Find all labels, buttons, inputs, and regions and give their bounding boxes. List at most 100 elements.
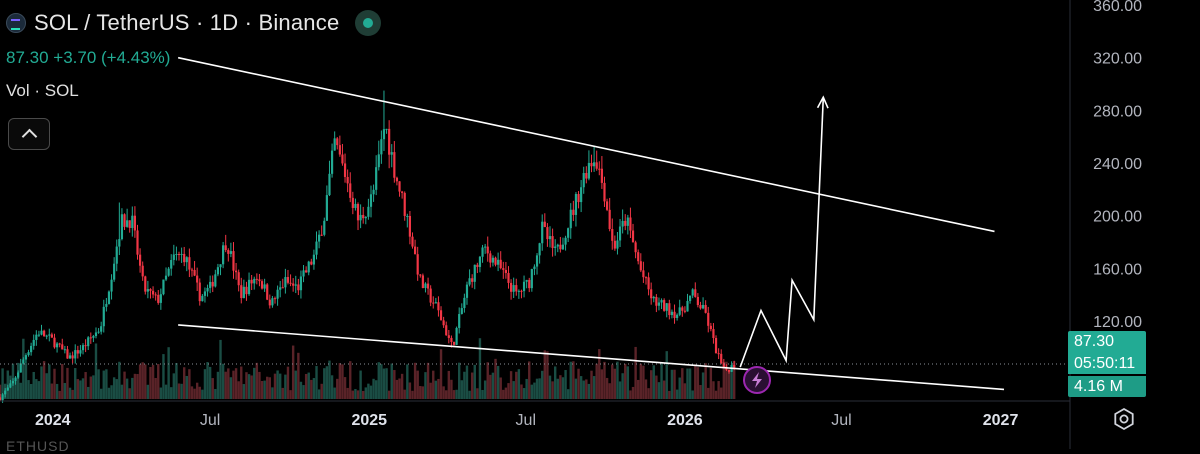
trendline[interactable] [178, 324, 1005, 391]
candle-body [136, 230, 139, 255]
candle-body [242, 286, 245, 299]
candle-body [30, 345, 33, 353]
volume-bar [631, 386, 635, 399]
volume-bar [281, 387, 284, 399]
volume-bar [515, 371, 518, 399]
volume-bar [362, 390, 365, 399]
volume-bar [221, 363, 225, 399]
volume-bar [530, 384, 534, 399]
candle-body [548, 236, 552, 240]
chevron-up-icon[interactable] [8, 118, 50, 150]
candle-body [515, 285, 518, 292]
volume-bar [195, 382, 199, 399]
volume-bar [19, 382, 22, 399]
volume-bar [525, 378, 528, 399]
volume-bar [385, 368, 388, 399]
volume-bar [133, 373, 137, 399]
volume-bar [491, 372, 495, 399]
volume-bar [634, 346, 637, 399]
candle-body [9, 383, 12, 388]
settings-icon[interactable] [1112, 407, 1136, 431]
volume-bar [55, 383, 59, 399]
volume-bar [603, 361, 606, 399]
volume-bar [53, 368, 56, 399]
volume-bar [175, 362, 178, 399]
candle-body [582, 173, 585, 188]
candle-body [403, 192, 406, 216]
projection-path[interactable] [739, 97, 825, 368]
y-tick-label: 360.00 [1093, 0, 1142, 15]
candle-body [307, 261, 310, 273]
volume-bar [349, 361, 352, 399]
candle-body [149, 289, 152, 291]
volume-bar [328, 360, 331, 399]
candle-body [616, 240, 619, 249]
volume-bar [94, 343, 98, 399]
volume-bar [559, 375, 562, 399]
candle-body [175, 253, 178, 255]
candle-body [203, 291, 207, 296]
volume-bar [556, 378, 559, 399]
candle-body [58, 343, 61, 345]
candle-body [717, 353, 720, 355]
volume-bar [201, 389, 204, 399]
market-open-icon[interactable] [355, 10, 382, 36]
volume-bar [657, 382, 661, 399]
volume-bar [528, 361, 531, 399]
volume-bar [595, 363, 598, 399]
candle-body [538, 243, 541, 256]
candle-body [359, 214, 362, 221]
symbol-title[interactable]: SOL / TetherUS · 1D · Binance [34, 10, 340, 35]
candle-body [159, 294, 162, 303]
volume-bar [585, 379, 588, 399]
candle-body [268, 299, 271, 306]
volume-bar [637, 379, 640, 399]
volume-bar [37, 381, 41, 399]
candle-body [481, 247, 484, 257]
candle-body [284, 277, 287, 288]
candle-body [707, 312, 710, 326]
volume-bar [403, 389, 406, 399]
volume-bar [234, 368, 238, 399]
volume-bar [675, 389, 679, 399]
candle-body [6, 387, 9, 391]
volume-bar [333, 387, 336, 399]
volume-bar [618, 381, 622, 399]
volume-bar [624, 363, 627, 399]
volume-bar [115, 379, 118, 399]
volume-bar [699, 385, 702, 399]
candle-body [14, 377, 17, 382]
candle-body [89, 337, 92, 339]
volume-bar [696, 367, 700, 399]
volume-bar [494, 358, 497, 399]
trendline[interactable] [177, 56, 995, 233]
volume-bar [310, 379, 313, 399]
candle-body [211, 281, 214, 287]
candle-body [66, 349, 69, 359]
volume-bar [66, 367, 69, 399]
candle-body [621, 220, 624, 227]
y-tick-label: 280.00 [1093, 103, 1142, 120]
volume-bar [712, 381, 715, 399]
candle-body [509, 282, 513, 292]
volume-bar [673, 369, 676, 399]
candle-body [556, 244, 559, 247]
candle-body [4, 390, 7, 395]
candle-body [167, 268, 170, 276]
candle-body [639, 261, 642, 271]
volume-bar [144, 364, 147, 399]
candle-body [683, 310, 687, 312]
volume-bar [725, 361, 728, 399]
volume-bar [203, 369, 207, 399]
lightning-icon[interactable] [743, 366, 771, 394]
volume-bar [180, 383, 183, 399]
candle-body [333, 138, 336, 151]
volume-bar [486, 362, 489, 399]
candle-body [260, 281, 264, 289]
volume-legend[interactable]: Vol · SOL [6, 81, 79, 100]
volume-bar [686, 368, 689, 399]
symbol-logo-icon[interactable] [6, 13, 26, 33]
candle-body [437, 302, 440, 311]
candle-body [512, 285, 515, 292]
